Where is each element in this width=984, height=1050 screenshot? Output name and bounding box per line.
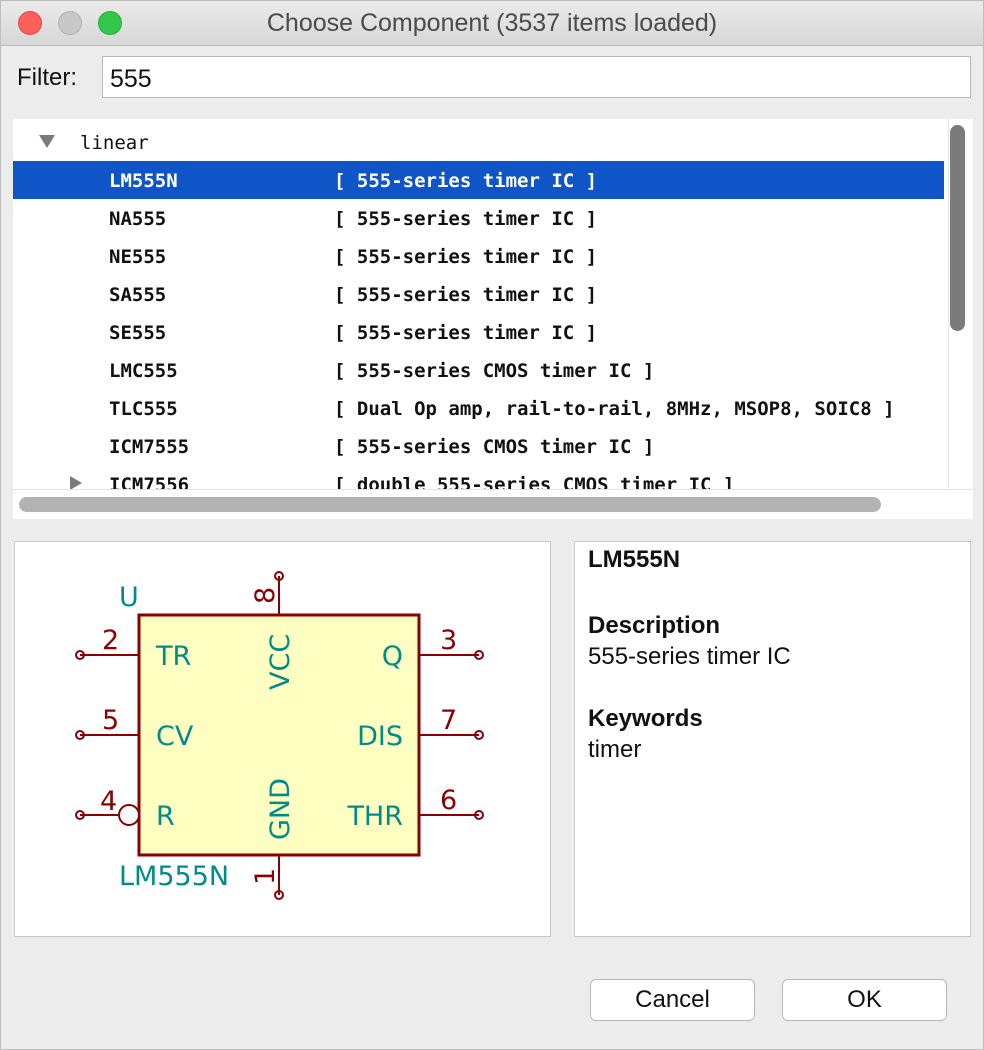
- info-title: LM555N: [588, 546, 681, 573]
- component-name: SE555: [109, 322, 167, 344]
- tree-row-ne555[interactable]: NE555 [ 555-series timer IC ]: [13, 237, 944, 275]
- component-description: [ 555-series CMOS timer IC ]: [334, 360, 655, 382]
- cancel-button[interactable]: Cancel: [590, 979, 755, 1021]
- pin-name-q: Q: [382, 641, 403, 672]
- ok-button[interactable]: OK: [782, 979, 947, 1021]
- pin-number-r: 4: [100, 786, 117, 817]
- component-name: SA555: [109, 284, 167, 306]
- component-description: [ 555-series timer IC ]: [334, 170, 598, 192]
- keywords-label: Keywords: [588, 705, 703, 732]
- tree-row-tlc555[interactable]: TLC555 [ Dual Op amp, rail-to-rail, 8MHz…: [13, 389, 944, 427]
- pin-number-vcc: 8: [250, 587, 281, 604]
- tree-group-linear[interactable]: linear: [13, 123, 944, 161]
- symbol-value: LM555N: [119, 861, 229, 892]
- component-description: [ 555-series timer IC ]: [334, 208, 598, 230]
- component-tree[interactable]: linear LM555N [ 555-series timer IC ] NA…: [13, 119, 973, 519]
- component-name: TLC555: [109, 398, 178, 420]
- filter-label: Filter:: [17, 64, 77, 91]
- inversion-bubble: [118, 804, 140, 826]
- pin-name-gnd: GND: [265, 778, 296, 840]
- pin-number-tr: 2: [102, 625, 119, 656]
- collapsed-triangle-icon[interactable]: [70, 476, 82, 490]
- pin-name-dis: DIS: [357, 721, 403, 752]
- window-title: Choose Component (3537 items loaded): [266, 9, 718, 37]
- description-value: 555-series timer IC: [588, 643, 791, 670]
- pin-number-dis: 7: [440, 705, 457, 736]
- keywords-value: timer: [588, 736, 642, 763]
- pin-name-r: R: [156, 801, 175, 832]
- title-bar: Choose Component (3537 items loaded): [1, 1, 983, 46]
- maximize-window-button[interactable]: [98, 11, 122, 35]
- pin-number-gnd: 1: [250, 868, 281, 885]
- pin-name-thr: THR: [346, 801, 403, 832]
- component-name: NE555: [109, 246, 167, 268]
- group-label: linear: [80, 132, 149, 154]
- pin-name-cv: CV: [156, 721, 194, 752]
- pin-number-thr: 6: [440, 785, 457, 816]
- minimize-window-button[interactable]: [58, 11, 82, 35]
- tree-row-na555[interactable]: NA555 [ 555-series timer IC ]: [13, 199, 944, 237]
- component-name: NA555: [109, 208, 167, 230]
- close-window-button[interactable]: [18, 11, 42, 35]
- pin-number-cv: 5: [102, 705, 119, 736]
- tree-row-lm555n[interactable]: LM555N [ 555-series timer IC ]: [13, 161, 944, 199]
- symbol-reference: U: [119, 582, 139, 613]
- component-description: [ Dual Op amp, rail-to-rail, 8MHz, MSOP8…: [334, 398, 895, 420]
- pin-name-vcc: VCC: [265, 634, 296, 690]
- tree-row-lmc555[interactable]: LMC555 [ 555-series CMOS timer IC ]: [13, 351, 944, 389]
- horizontal-scroll-thumb[interactable]: [19, 497, 881, 512]
- filter-input[interactable]: [102, 56, 971, 98]
- tree-row-se555[interactable]: SE555 [ 555-series timer IC ]: [13, 313, 944, 351]
- lm555-symbol: 2 5 4 3 7 6 8 1 TR CV R Q DIS THR VCC GN…: [75, 571, 484, 900]
- component-description: [ 555-series timer IC ]: [334, 322, 598, 344]
- symbol-preview: 2 5 4 3 7 6 8 1 TR CV R Q DIS THR VCC GN…: [14, 541, 551, 937]
- component-description: [ 555-series timer IC ]: [334, 284, 598, 306]
- component-description: [ 555-series CMOS timer IC ]: [334, 436, 655, 458]
- description-label: Description: [588, 612, 721, 639]
- component-description: [ 555-series timer IC ]: [334, 246, 598, 268]
- component-name: LMC555: [109, 360, 178, 382]
- component-name: LM555N: [109, 170, 178, 192]
- component-info-panel: LM555N Description 555-series timer IC K…: [574, 541, 971, 937]
- pin-name-tr: TR: [155, 641, 191, 672]
- pin-number-q: 3: [440, 625, 457, 656]
- expanded-triangle-icon[interactable]: [39, 135, 55, 148]
- tree-row-icm7555[interactable]: ICM7555 [ 555-series CMOS timer IC ]: [13, 427, 944, 465]
- tree-row-sa555[interactable]: SA555 [ 555-series timer IC ]: [13, 275, 944, 313]
- vertical-scroll-thumb[interactable]: [950, 125, 965, 331]
- component-name: ICM7555: [109, 436, 190, 458]
